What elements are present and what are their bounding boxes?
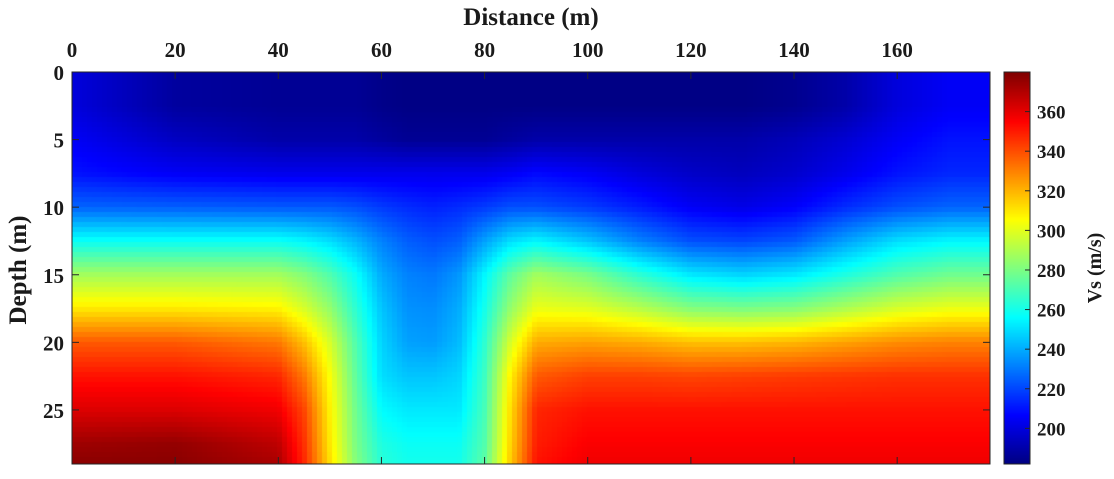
colorbar-tick-label: 280 (1037, 261, 1066, 282)
colorbar-tick-label: 220 (1037, 380, 1066, 401)
x-tick-label: 160 (881, 38, 913, 62)
y-axis-ticks: 0 5 10 15 20 25 (43, 61, 990, 423)
colorbar-tick-label: 260 (1037, 301, 1066, 322)
colorbar-tick-label: 240 (1037, 340, 1066, 361)
x-tick-label: 120 (675, 38, 707, 62)
y-tick-label: 15 (43, 264, 64, 288)
colorbar-tick-label: 340 (1037, 142, 1066, 163)
colorbar-ticks: 200 220 240 260 280 300 320 340 360 (1025, 103, 1066, 440)
x-axis-ticks: 0 20 40 60 80 100 120 140 160 (67, 38, 913, 464)
y-axis-label: Depth (m) (5, 215, 32, 324)
x-tick-label: 60 (371, 38, 392, 62)
x-axis-label: Distance (m) (463, 4, 598, 31)
colorbar-tick-label: 200 (1037, 419, 1066, 440)
plot-frame (71, 71, 991, 465)
colorbar-tick-label: 360 (1037, 103, 1066, 124)
heatmap-image (72, 72, 990, 464)
y-tick-label: 10 (43, 196, 64, 220)
x-tick-label: 20 (165, 38, 186, 62)
heatmap-plot-area (71, 71, 991, 465)
colorbar-label: Vs (m/s) (1084, 233, 1106, 304)
x-tick-label: 0 (67, 38, 78, 62)
colorbar-tick-label: 300 (1037, 221, 1066, 242)
x-tick-label: 40 (268, 38, 289, 62)
colorbar-tick-label: 320 (1037, 182, 1066, 203)
y-tick-label: 0 (54, 61, 65, 85)
y-tick-label: 5 (54, 129, 65, 153)
colorbar: 200 220 240 260 280 300 320 340 360 (1003, 71, 1066, 465)
x-tick-label: 80 (474, 38, 495, 62)
colorbar-gradient (1004, 72, 1030, 464)
y-tick-label: 20 (43, 331, 64, 355)
colorbar-frame (1003, 71, 1031, 465)
y-tick-label: 25 (43, 399, 64, 423)
x-tick-label: 100 (572, 38, 604, 62)
x-tick-label: 140 (778, 38, 810, 62)
